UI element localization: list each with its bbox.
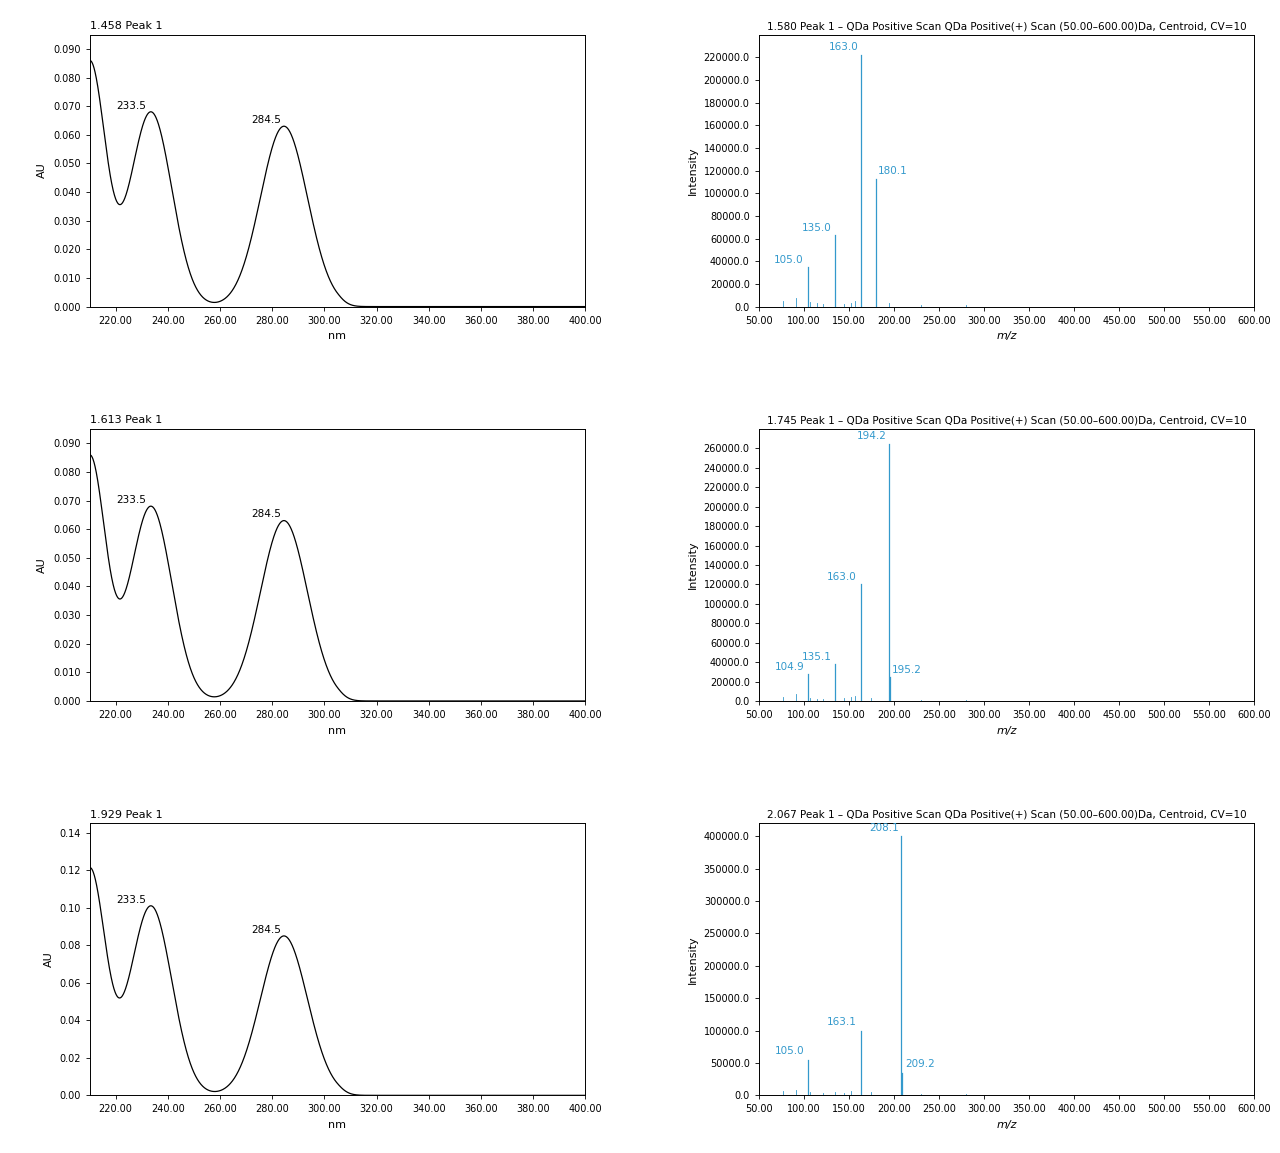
Y-axis label: Intensity: Intensity: [689, 146, 698, 195]
Text: 104.9: 104.9: [774, 662, 805, 672]
Text: 163.0: 163.0: [829, 42, 859, 52]
Text: 209.2: 209.2: [905, 1060, 934, 1070]
Y-axis label: Intensity: Intensity: [689, 541, 698, 589]
Text: 1.613 Peak 1: 1.613 Peak 1: [90, 415, 161, 425]
Text: 1.929 Peak 1: 1.929 Peak 1: [90, 809, 163, 820]
Text: 194.2: 194.2: [858, 430, 887, 440]
Text: 233.5: 233.5: [115, 100, 146, 111]
Y-axis label: AU: AU: [37, 557, 47, 573]
Text: 284.5: 284.5: [251, 115, 282, 125]
Y-axis label: AU: AU: [44, 951, 54, 967]
Text: 233.5: 233.5: [115, 495, 146, 505]
Text: 135.0: 135.0: [803, 223, 832, 233]
Text: 195.2: 195.2: [892, 665, 922, 675]
Text: 135.1: 135.1: [803, 653, 832, 662]
X-axis label: nm: nm: [329, 1120, 347, 1130]
X-axis label: nm: nm: [329, 331, 347, 341]
Text: 233.5: 233.5: [115, 895, 146, 905]
Text: 105.0: 105.0: [776, 1047, 805, 1056]
Title: 1.745 Peak 1 – QDa Positive Scan QDa Positive(+) Scan (50.00–600.00)Da, Centroid: 1.745 Peak 1 – QDa Positive Scan QDa Pos…: [767, 415, 1247, 425]
X-axis label: m/z: m/z: [996, 331, 1016, 341]
Text: 105.0: 105.0: [774, 255, 804, 265]
Title: 1.580 Peak 1 – QDa Positive Scan QDa Positive(+) Scan (50.00–600.00)Da, Centroid: 1.580 Peak 1 – QDa Positive Scan QDa Pos…: [767, 21, 1247, 31]
X-axis label: m/z: m/z: [996, 725, 1016, 736]
Text: 284.5: 284.5: [251, 510, 282, 519]
Text: 1.458 Peak 1: 1.458 Peak 1: [90, 21, 163, 31]
Text: 180.1: 180.1: [878, 166, 908, 176]
X-axis label: nm: nm: [329, 725, 347, 736]
Y-axis label: AU: AU: [37, 163, 47, 179]
Y-axis label: Intensity: Intensity: [689, 935, 698, 984]
Text: 163.0: 163.0: [827, 572, 858, 582]
Text: 284.5: 284.5: [251, 925, 282, 935]
Text: 208.1: 208.1: [869, 823, 900, 834]
X-axis label: m/z: m/z: [996, 1120, 1016, 1130]
Text: 163.1: 163.1: [827, 1017, 858, 1027]
Title: 2.067 Peak 1 – QDa Positive Scan QDa Positive(+) Scan (50.00–600.00)Da, Centroid: 2.067 Peak 1 – QDa Positive Scan QDa Pos…: [767, 809, 1247, 820]
